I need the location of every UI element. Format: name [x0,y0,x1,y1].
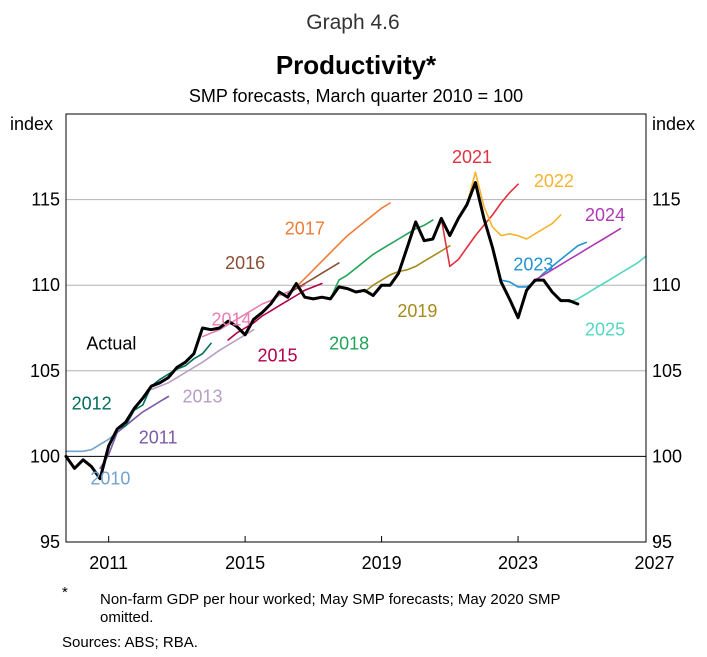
y-tick-left-100: 100 [30,446,60,466]
series-line-2017 [295,202,391,288]
series-label-2017: 2017 [285,219,325,239]
y-tick-left-115: 115 [31,190,60,210]
series-line-2022 [466,171,562,240]
y-unit-left: index [10,114,53,134]
y-tick-right-95: 95 [652,532,672,552]
series-labels: Actual 2010 2011 2012 2013 2014 2015 2016 2017 20… [72,147,626,489]
footnote-note: Non-farm GDP per hour worked; May SMP fo… [100,591,561,626]
series-label-2018: 2018 [329,333,369,353]
series-label-2023: 2023 [513,255,553,275]
series-line-actual [64,181,580,481]
y-tick-left-105: 105 [30,361,60,381]
series-label-2014: 2014 [211,309,251,329]
series-line-2021 [440,183,519,268]
y-tick-left-95: 95 [40,532,60,552]
series-label-2013: 2013 [182,386,222,406]
series-line-2023 [500,241,588,288]
series-label-2019: 2019 [397,301,437,321]
series-label-actual: Actual [86,333,136,353]
series-label-2016: 2016 [225,253,265,273]
series-label-2021: 2021 [452,147,492,167]
series-line-2014 [201,284,306,338]
x-tick-2015: 2015 [225,553,265,573]
graph-number: Graph 4.6 [306,11,399,34]
gridlines [66,199,646,457]
series-line-2011 [99,395,170,470]
y-tick-left-110: 110 [31,275,60,295]
x-tick-2019: 2019 [362,553,402,573]
series-label-2012: 2012 [72,393,112,413]
y-tick-right-110: 110 [652,275,681,295]
series-line-2013 [150,328,255,391]
series-label-2011: 2011 [139,428,178,448]
series-label-2015: 2015 [258,345,298,365]
series-line-2018 [329,219,434,300]
x-tick-2023: 2023 [498,553,538,573]
x-tick-2027: 2027 [635,553,675,573]
series-line-2015 [227,282,323,341]
chart-subtitle: SMP forecasts, March quarter 2010 = 100 [189,86,523,106]
x-tick-2011: 2011 [89,553,128,573]
series-label-2010: 2010 [90,469,130,489]
series-label-2022: 2022 [534,171,574,191]
axis-ticks: 95 95 100 100 105 105 110 110 115 115 2011 2015 2019… [30,190,682,573]
series-label-2024: 2024 [585,205,625,225]
y-tick-right-105: 105 [652,361,682,381]
series-line-2024 [534,227,622,281]
series-lines [64,171,647,481]
y-unit-right: index [652,114,695,134]
series-line-2025 [568,255,647,304]
footnote-asterisk: * [62,584,68,601]
series-line-2016 [287,262,340,295]
series-line-2019 [363,245,451,293]
series-label-2025: 2025 [585,320,625,340]
plot-frame [65,113,647,543]
chart-title: Productivity* [276,50,437,80]
footnote-sources: Sources: ABS; RBA. [62,634,198,651]
y-tick-right-115: 115 [652,190,681,210]
y-tick-right-100: 100 [652,446,682,466]
